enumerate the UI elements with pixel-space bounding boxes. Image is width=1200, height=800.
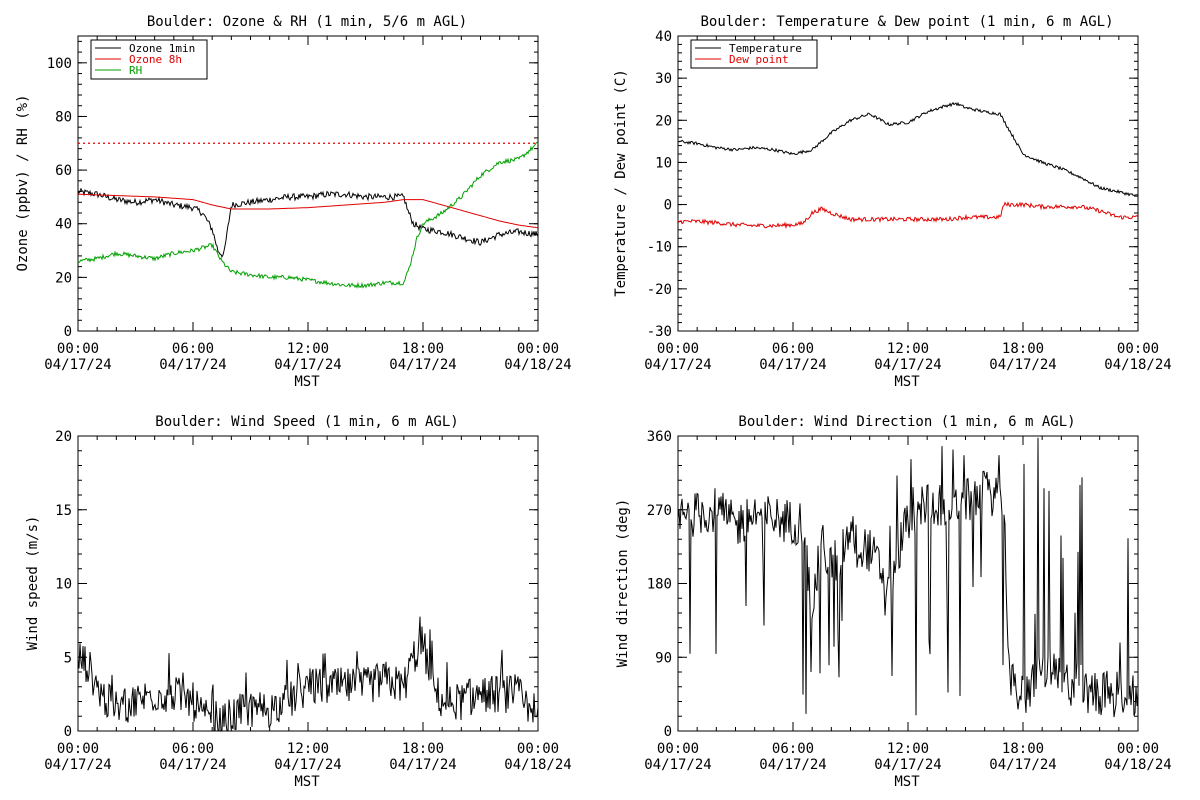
temp-dewpoint-series-line-1 — [677, 201, 1139, 230]
ozone-rh-ylabel: Ozone (ppbv) / RH (%) — [15, 94, 31, 271]
temp-dewpoint-xtick-label: 00:00 — [657, 341, 699, 357]
ozone-rh-ytick-label: 60 — [55, 163, 72, 179]
wind-speed-ytick-label: 15 — [55, 503, 72, 519]
wind-direction-xtick-date: 04/17/24 — [989, 757, 1056, 773]
wind-direction-xtick-date: 04/17/24 — [644, 757, 711, 773]
wind-speed-ytick-label: 10 — [55, 577, 72, 593]
temp-dewpoint-legend-label: Temperature — [729, 42, 802, 55]
temp-dewpoint-ytick-label: 10 — [655, 155, 672, 171]
ozone-rh-xtick-label: 00:00 — [517, 341, 559, 357]
ozone-rh-ytick-label: 0 — [64, 324, 72, 340]
ozone-rh-xtick-date: 04/17/24 — [389, 357, 456, 373]
temp-dewpoint-panel: Boulder: Temperature & Dew point (1 min,… — [613, 14, 1172, 390]
wind-speed-ytick-label: 20 — [55, 429, 72, 445]
temp-dewpoint-xtick-label: 12:00 — [887, 341, 929, 357]
wind-direction-xtick-label: 00:00 — [1117, 741, 1159, 757]
ozone-rh-legend-label: Ozone 1min — [129, 42, 195, 55]
wind-speed-xtick-date: 04/18/24 — [504, 757, 571, 773]
temp-dewpoint-xlabel: MST — [894, 374, 920, 390]
temp-dewpoint-ytick-label: -10 — [647, 240, 672, 256]
ozone-rh-legend-label: RH — [129, 64, 142, 77]
ozone-rh-xtick-date: 04/17/24 — [44, 357, 111, 373]
wind-direction-xtick-date: 04/17/24 — [759, 757, 826, 773]
wind-speed-ytick-label: 5 — [64, 650, 72, 666]
wind-direction-xtick-label: 06:00 — [772, 741, 814, 757]
ozone-rh-frame — [77, 35, 539, 332]
temp-dewpoint-xtick-date: 04/18/24 — [1104, 357, 1171, 373]
ozone-rh-series-line-1 — [77, 193, 539, 229]
ozone-rh-panel: Boulder: Ozone & RH (1 min, 5/6 m AGL) M… — [15, 14, 572, 390]
wind-direction-ytick-label: 360 — [647, 429, 672, 445]
ozone-rh-ytick-label: 20 — [55, 270, 72, 286]
wind-speed-xtick-label: 00:00 — [57, 741, 99, 757]
wind-speed-xtick-label: 18:00 — [402, 741, 444, 757]
wind-direction-xtick-date: 04/17/24 — [874, 757, 941, 773]
temp-dewpoint-frame — [677, 35, 1139, 332]
ozone-rh-xtick-date: 04/17/24 — [159, 357, 226, 373]
temp-dewpoint-ytick-label: -20 — [647, 282, 672, 298]
wind-direction-frame — [677, 435, 1139, 732]
ozone-rh-xlabel: MST — [294, 374, 320, 390]
wind-speed-xtick-date: 04/17/24 — [44, 757, 111, 773]
wind-direction-title: Boulder: Wind Direction (1 min, 6 m AGL) — [738, 414, 1075, 430]
wind-speed-ytick-label: 0 — [64, 724, 72, 740]
ozone-rh-series-line-2 — [77, 141, 539, 289]
ozone-rh-series-line-0 — [77, 187, 539, 258]
temp-dewpoint-xtick-label: 00:00 — [1117, 341, 1159, 357]
wind-direction-ytick-label: 90 — [655, 650, 672, 666]
ozone-rh-xtick-label: 18:00 — [402, 341, 444, 357]
wind-speed-ylabel: Wind speed (m/s) — [25, 516, 41, 651]
temp-dewpoint-xtick-label: 06:00 — [772, 341, 814, 357]
ozone-rh-ytick-label: 80 — [55, 109, 72, 125]
wind-direction-xtick-label: 12:00 — [887, 741, 929, 757]
temp-dewpoint-xtick-date: 04/17/24 — [644, 357, 711, 373]
temp-dewpoint-legend-label: Dew point — [729, 53, 789, 66]
temp-dewpoint-ytick-label: 20 — [655, 113, 672, 129]
wind-direction-xtick-date: 04/18/24 — [1104, 757, 1171, 773]
wind-direction-panel: Boulder: Wind Direction (1 min, 6 m AGL)… — [615, 414, 1172, 790]
wind-direction-xtick-label: 00:00 — [657, 741, 699, 757]
temp-dewpoint-xtick-label: 18:00 — [1002, 341, 1044, 357]
wind-speed-xlabel: MST — [294, 774, 320, 790]
wind-speed-xtick-label: 06:00 — [172, 741, 214, 757]
ozone-rh-ytick-label: 100 — [47, 56, 72, 72]
temp-dewpoint-xtick-date: 04/17/24 — [874, 357, 941, 373]
wind-direction-ytick-label: 270 — [647, 503, 672, 519]
wind-speed-series-line-0 — [77, 616, 539, 732]
wind-direction-series-line-0 — [677, 437, 1139, 718]
temp-dewpoint-ytick-label: 40 — [655, 29, 672, 45]
wind-speed-panel: Boulder: Wind Speed (1 min, 6 m AGL) MST… — [25, 414, 572, 790]
ozone-rh-legend-label: Ozone 8h — [129, 53, 182, 66]
ozone-rh-title: Boulder: Ozone & RH (1 min, 5/6 m AGL) — [147, 14, 467, 30]
wind-speed-xtick-label: 12:00 — [287, 741, 329, 757]
ozone-rh-xtick-date: 04/18/24 — [504, 357, 571, 373]
temp-dewpoint-ytick-label: -30 — [647, 324, 672, 340]
ozone-rh-xtick-label: 00:00 — [57, 341, 99, 357]
temp-dewpoint-legend — [690, 39, 818, 69]
wind-speed-xtick-date: 04/17/24 — [389, 757, 456, 773]
wind-speed-xtick-date: 04/17/24 — [274, 757, 341, 773]
temp-dewpoint-ytick-label: 0 — [664, 198, 672, 214]
ozone-rh-xtick-label: 06:00 — [172, 341, 214, 357]
temp-dewpoint-ylabel: Temperature / Dew point (C) — [613, 69, 629, 297]
temp-dewpoint-ytick-label: 30 — [655, 71, 672, 87]
temp-dewpoint-xtick-date: 04/17/24 — [989, 357, 1056, 373]
wind-speed-frame — [77, 435, 539, 732]
wind-speed-title: Boulder: Wind Speed (1 min, 6 m AGL) — [155, 414, 458, 430]
temp-dewpoint-title: Boulder: Temperature & Dew point (1 min,… — [700, 14, 1113, 30]
temp-dewpoint-series-line-0 — [677, 101, 1139, 197]
ozone-rh-ytick-label: 40 — [55, 217, 72, 233]
wind-speed-xtick-label: 00:00 — [517, 741, 559, 757]
wind-direction-xlabel: MST — [894, 774, 920, 790]
wind-direction-xtick-label: 18:00 — [1002, 741, 1044, 757]
ozone-rh-xtick-label: 12:00 — [287, 341, 329, 357]
wind-direction-ylabel: Wind direction (deg) — [615, 499, 631, 668]
ozone-rh-xtick-date: 04/17/24 — [274, 357, 341, 373]
wind-speed-xtick-date: 04/17/24 — [159, 757, 226, 773]
temp-dewpoint-xtick-date: 04/17/24 — [759, 357, 826, 373]
wind-direction-ytick-label: 180 — [647, 577, 672, 593]
wind-direction-ytick-label: 0 — [664, 724, 672, 740]
